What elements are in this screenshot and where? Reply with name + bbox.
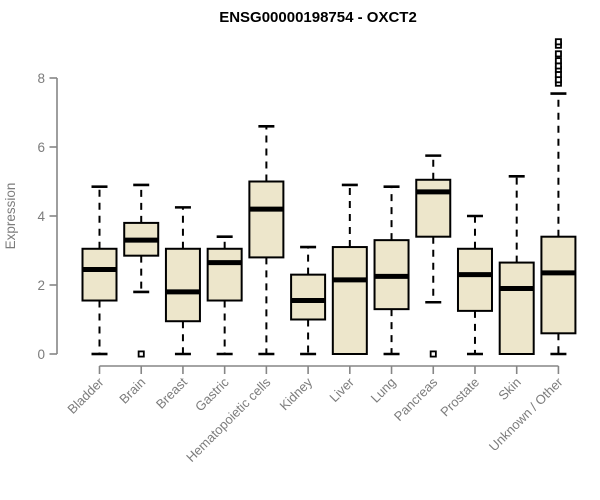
iqr-box: [456, 247, 493, 312]
y-tick-label: 6: [37, 140, 45, 155]
box-lung: [373, 185, 410, 356]
iqr-box: [540, 235, 577, 335]
box-liver: [331, 183, 368, 355]
iqr-box: [248, 180, 285, 259]
box-brain: [123, 183, 160, 358]
x-tick-label: Unknown / Other: [486, 374, 566, 454]
x-tick-label: Breast: [153, 374, 190, 411]
x-tick-label: Prostate: [437, 375, 482, 420]
y-tick-label: 2: [37, 278, 45, 293]
outlier-point: [554, 50, 562, 58]
box-bladder: [81, 185, 118, 356]
box-pancreas: [415, 154, 452, 358]
box-gastric: [206, 235, 243, 356]
box-breast: [164, 206, 201, 356]
iqr-box: [498, 261, 535, 356]
y-axis-label: Expression: [3, 183, 18, 250]
iqr-box: [164, 247, 201, 323]
x-tick-label: Skin: [495, 375, 523, 403]
box-skin: [498, 175, 535, 356]
outlier-point: [137, 350, 145, 358]
iqr-box: [81, 247, 118, 302]
iqr-box: [290, 273, 327, 321]
iqr-box: [415, 178, 452, 238]
iqr-box: [331, 246, 368, 355]
outlier-point: [554, 38, 562, 46]
box-kidney: [290, 245, 327, 356]
outlier-point: [429, 350, 437, 358]
box-prostate: [456, 214, 493, 356]
x-tick-label: Lung: [368, 375, 399, 406]
y-tick-label: 4: [37, 209, 45, 224]
box-unknown-other: [540, 38, 577, 356]
x-tick-label: Liver: [326, 374, 357, 405]
x-tick-label: Kidney: [277, 374, 316, 413]
y-tick-label: 8: [37, 71, 45, 86]
x-tick-label: Bladder: [64, 374, 107, 417]
box-hematopoietic-cells: [248, 125, 285, 356]
iqr-box: [206, 247, 243, 302]
x-tick-label: Brain: [116, 375, 148, 407]
outlier-point: [554, 57, 562, 65]
x-tick-label: Gastric: [192, 374, 232, 414]
y-tick-label: 0: [37, 347, 45, 362]
x-tick-label: Pancreas: [391, 374, 441, 424]
chart-title: ENSG00000198754 - OXCT2: [219, 9, 417, 26]
